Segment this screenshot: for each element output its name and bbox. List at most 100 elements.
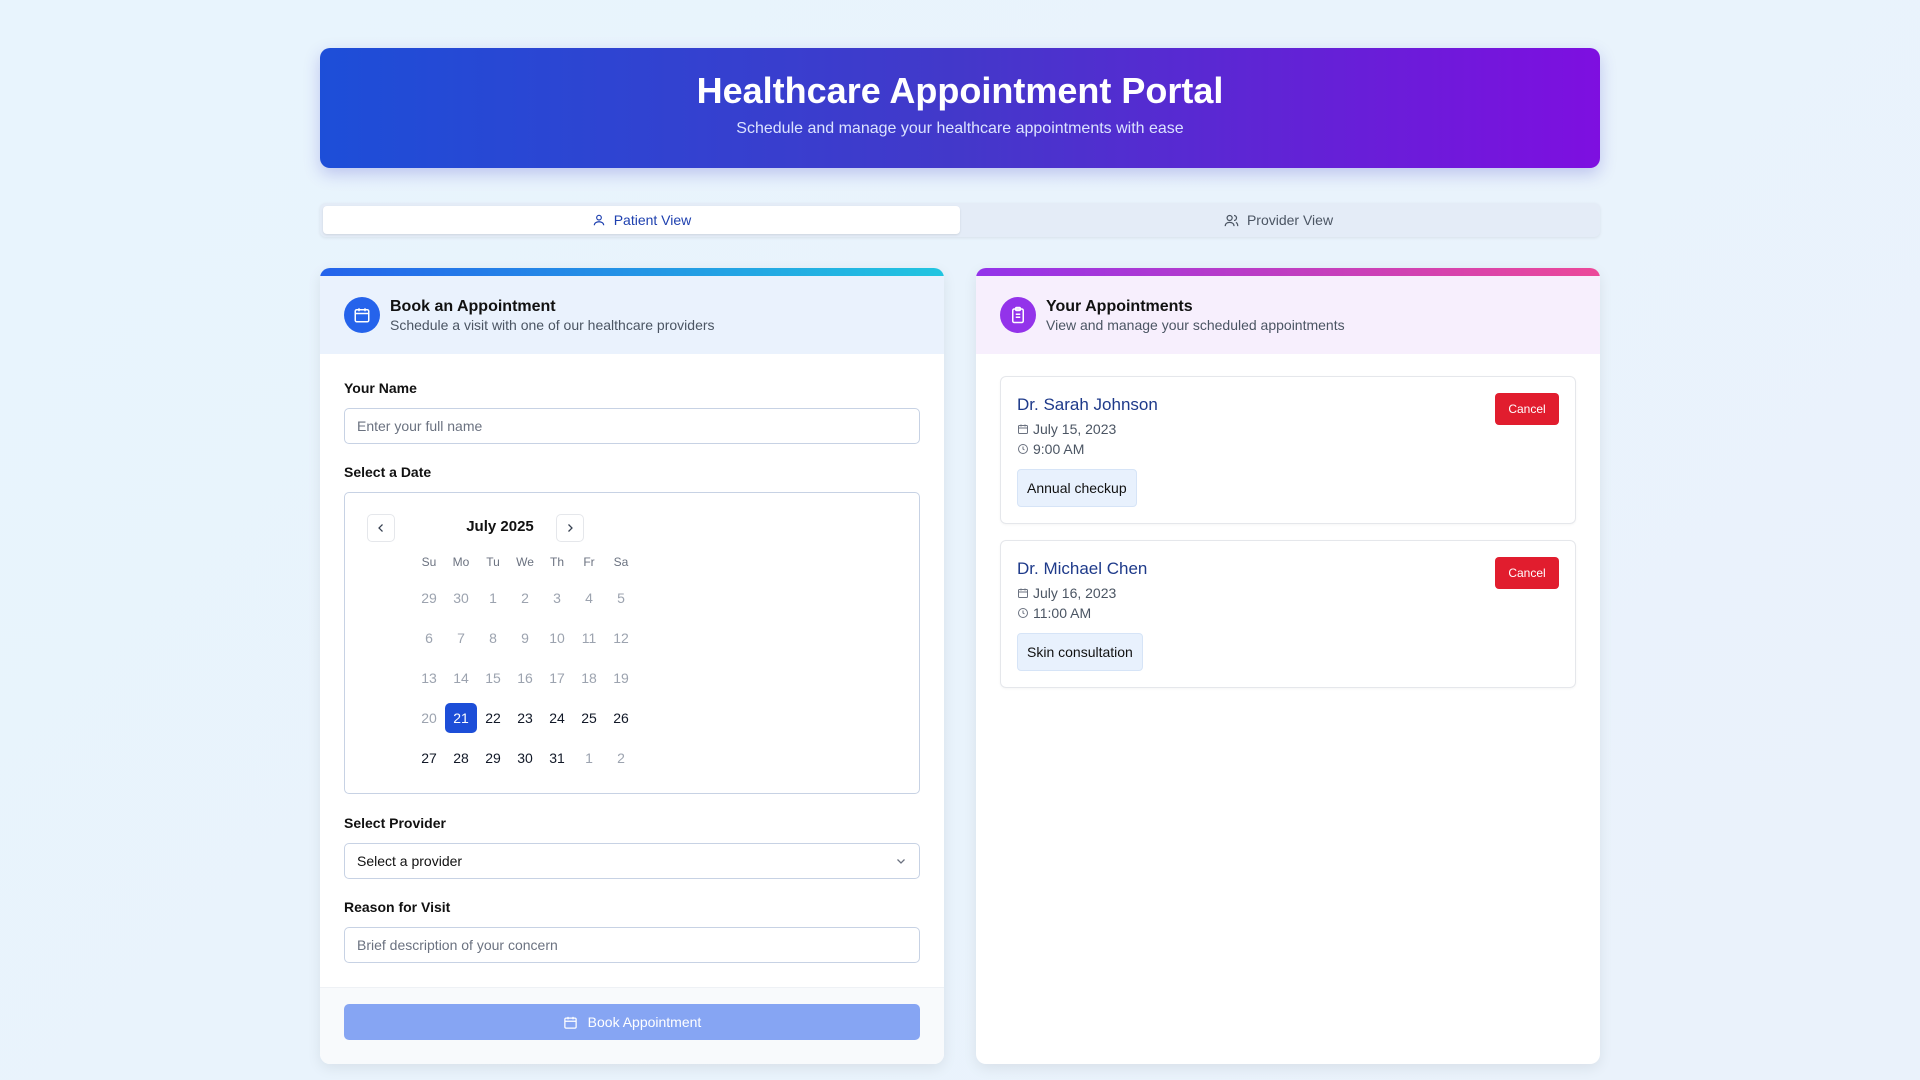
calendar-day[interactable]: 4 <box>585 590 593 606</box>
page-header: Healthcare Appointment Portal Schedule a… <box>320 48 1600 168</box>
calendar-icon <box>1018 588 1028 598</box>
booking-title: Book an Appointment <box>390 297 556 315</box>
appointment-time: 11:00 AM <box>1017 605 1091 621</box>
calendar-day[interactable]: 8 <box>489 630 497 646</box>
users-icon <box>1224 214 1239 226</box>
calendar-day[interactable]: 18 <box>581 670 597 686</box>
weekday-header: Sa <box>613 555 629 569</box>
cancel-appointment-button[interactable]: Cancel <box>1495 557 1559 589</box>
weekday-header: Fr <box>583 555 595 569</box>
calendar-day[interactable]: 1 <box>585 750 593 766</box>
view-tabs: Patient View Provider View <box>320 203 1600 237</box>
calendar-icon <box>563 1016 577 1029</box>
weekday-header: Mo <box>452 555 470 569</box>
clock-icon <box>1018 444 1028 454</box>
calendar-day[interactable]: 22 <box>485 710 501 726</box>
calendar-day[interactable]: 2 <box>617 750 625 766</box>
weekday-header: We <box>516 555 534 569</box>
calendar-day[interactable]: 31 <box>549 750 565 766</box>
calendar-day[interactable]: 16 <box>517 670 533 686</box>
calendar-day[interactable]: 29 <box>485 750 501 766</box>
calendar-day[interactable]: 25 <box>581 710 597 726</box>
calendar-day[interactable]: 2 <box>521 590 529 606</box>
calendar-day[interactable]: 20 <box>421 710 437 726</box>
calendar-day[interactable]: 17 <box>549 670 565 686</box>
weekday-header: Su <box>421 555 437 569</box>
date-calendar: July 2025 Su Mo Tu We Th Fr Sa 29 30 1 2 3 4 5 6 7 8 9 10 1… <box>344 492 920 794</box>
provider-label: Select Provider <box>344 815 446 831</box>
appointments-header: Your Appointments View and manage your sc… <box>976 276 1600 354</box>
chevron-right-icon <box>568 524 573 532</box>
name-input[interactable]: Enter your full name <box>344 408 920 444</box>
appointment-time-text: 11:00 AM <box>1033 605 1092 621</box>
calendar-day[interactable]: 11 <box>581 630 597 646</box>
appointment-time: 9:00 AM <box>1017 441 1084 457</box>
page-title: Healthcare Appointment Portal <box>696 70 1224 111</box>
appointment-item: Dr. Michael Chen July 16, 2023 11:00 AM … <box>1000 540 1576 688</box>
provider-select-value: Select a provider <box>357 853 463 869</box>
calendar-day[interactable]: 13 <box>421 670 437 686</box>
appointment-date: July 16, 2023 <box>1017 585 1116 601</box>
book-appointment-button[interactable]: Book Appointment <box>344 1004 920 1040</box>
booking-card: Book an Appointment Schedule a visit with… <box>320 268 944 1064</box>
calendar-day[interactable]: 24 <box>549 710 565 726</box>
cancel-appointment-button[interactable]: Cancel <box>1495 393 1559 425</box>
clock-icon <box>1018 608 1028 618</box>
tab-patient-view[interactable]: Patient View <box>323 206 960 234</box>
calendar-day[interactable]: 10 <box>549 630 565 646</box>
booking-footer: Book Appointment <box>320 987 944 1064</box>
reason-label: Reason for Visit <box>344 899 451 915</box>
appointment-date-text: July 15, 2023 <box>1033 421 1117 437</box>
previous-month-button[interactable] <box>367 514 395 542</box>
appointment-reason: Annual checkup <box>1017 469 1137 507</box>
appointment-item: Dr. Sarah Johnson July 15, 2023 9:00 AM … <box>1000 376 1576 524</box>
calendar-day[interactable]: 14 <box>453 670 469 686</box>
tab-label: Provider View <box>1246 212 1334 228</box>
appointments-title: Your Appointments <box>1046 297 1193 315</box>
calendar-day[interactable]: 28 <box>453 750 469 766</box>
booking-header: Book an Appointment Schedule a visit with… <box>320 276 944 354</box>
book-appointment-label: Book Appointment <box>587 1014 702 1030</box>
calendar-icon <box>1018 424 1028 434</box>
provider-select[interactable]: Select a provider <box>344 843 920 879</box>
chevron-left-icon <box>378 524 383 532</box>
name-label: Your Name <box>344 380 417 396</box>
next-month-button[interactable] <box>556 514 584 542</box>
user-icon <box>593 214 604 226</box>
calendar-day[interactable]: 19 <box>613 670 629 686</box>
calendar-icon <box>344 297 380 333</box>
tab-label: Patient View <box>613 212 692 228</box>
calendar-day[interactable]: 5 <box>617 590 625 606</box>
calendar-day[interactable]: 3 <box>553 590 561 606</box>
page-subtitle: Schedule and manage your healthcare appo… <box>736 120 1184 137</box>
doctor-name: Dr. Sarah Johnson <box>1017 395 1158 414</box>
clipboard-icon <box>1000 297 1036 333</box>
calendar-day[interactable]: 23 <box>517 710 533 726</box>
calendar-day[interactable]: 15 <box>485 670 501 686</box>
weekday-header: Tu <box>486 555 500 569</box>
appointments-card: Your Appointments View and manage your sc… <box>976 268 1600 1064</box>
chevron-down-icon <box>897 859 905 864</box>
calendar-month: July 2025 <box>466 518 534 535</box>
calendar-day[interactable]: 7 <box>457 630 465 646</box>
calendar-day[interactable]: 27 <box>421 750 437 766</box>
calendar-day[interactable]: 21 <box>445 703 477 733</box>
doctor-name: Dr. Michael Chen <box>1017 559 1148 578</box>
calendar-day[interactable]: 26 <box>613 710 629 726</box>
calendar-day[interactable]: 6 <box>425 630 433 646</box>
appointment-reason: Skin consultation <box>1017 633 1143 671</box>
appointment-date-text: July 16, 2023 <box>1033 585 1117 601</box>
tab-provider-view[interactable]: Provider View <box>960 206 1597 234</box>
appointments-subtitle: View and manage your scheduled appointme… <box>1046 316 1345 333</box>
calendar-day[interactable]: 29 <box>421 590 437 606</box>
booking-subtitle: Schedule a visit with one of our healthc… <box>390 316 715 333</box>
calendar-day[interactable]: 12 <box>613 630 629 646</box>
calendar-day[interactable]: 30 <box>517 750 533 766</box>
appointment-time-text: 9:00 AM <box>1033 441 1085 457</box>
weekday-header: Th <box>549 555 564 569</box>
reason-input[interactable]: Brief description of your concern <box>344 927 920 963</box>
calendar-day[interactable]: 9 <box>521 630 529 646</box>
calendar-day[interactable]: 30 <box>453 590 469 606</box>
date-label: Select a Date <box>344 464 432 480</box>
calendar-day[interactable]: 1 <box>489 590 497 606</box>
